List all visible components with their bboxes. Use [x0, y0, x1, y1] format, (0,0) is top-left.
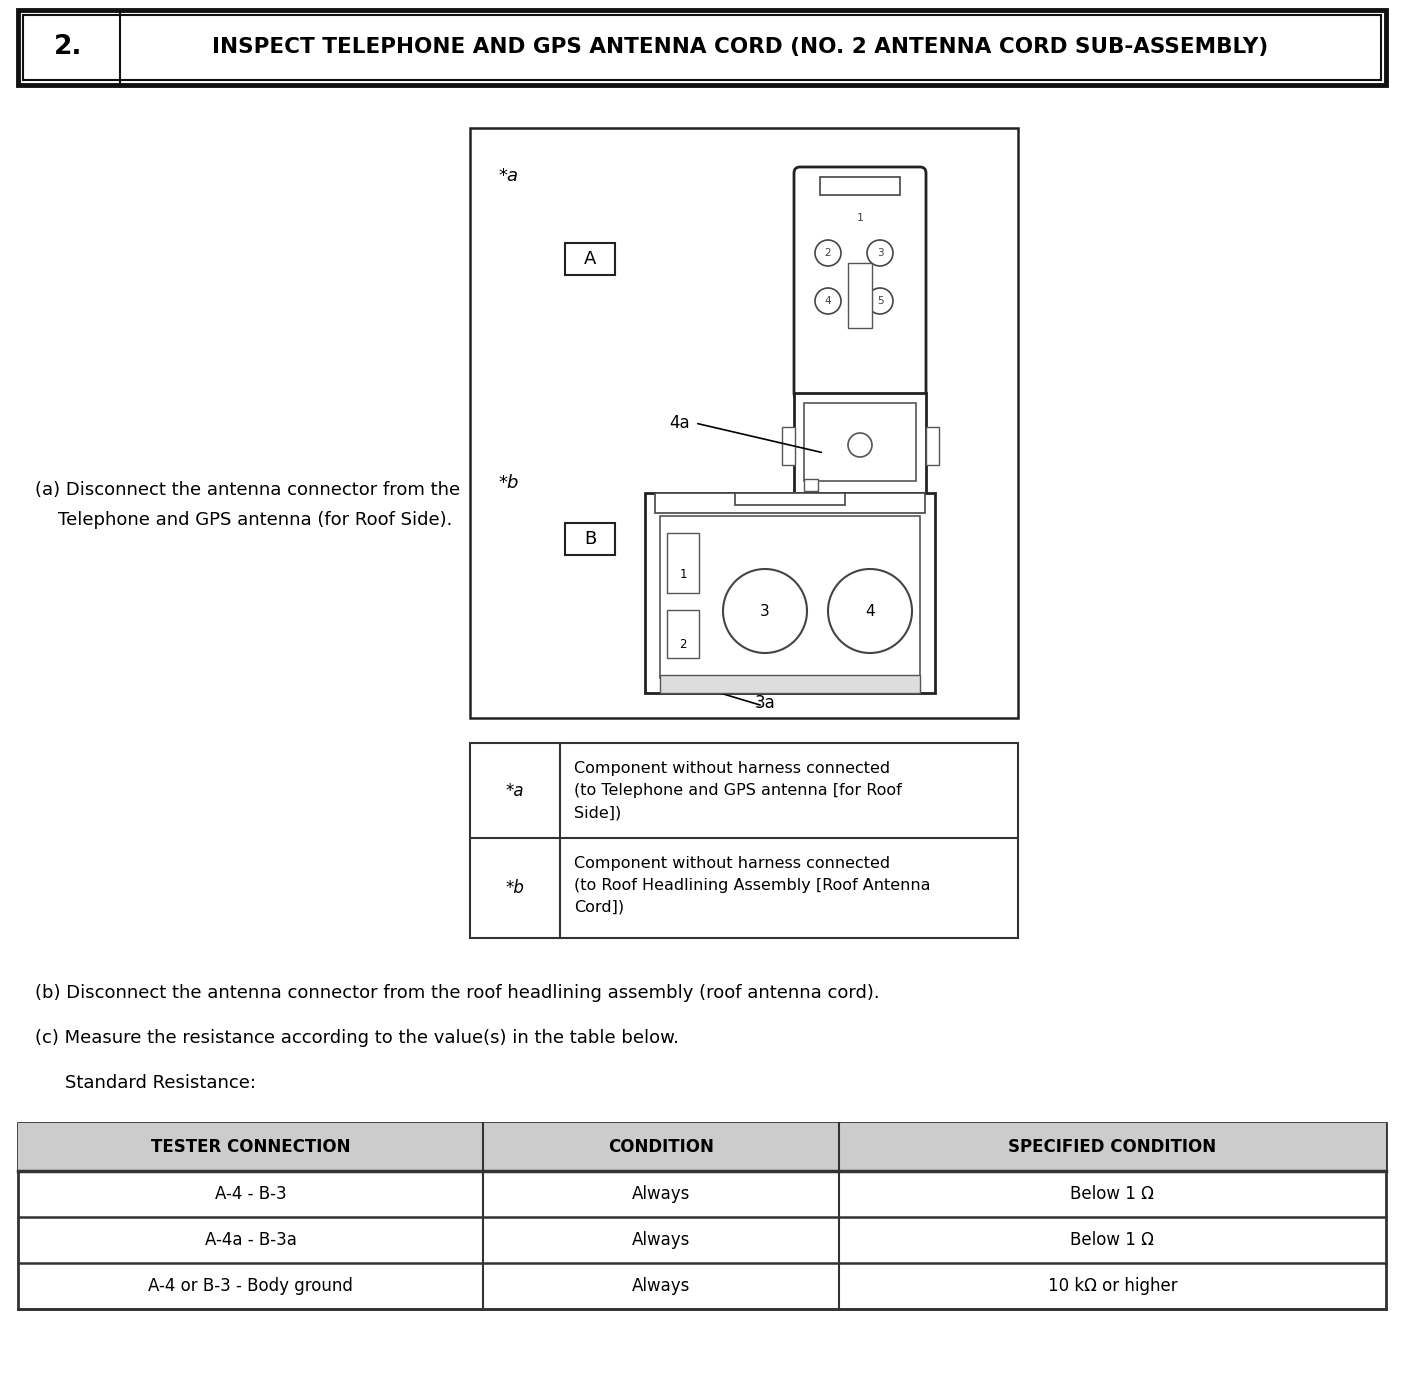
- Text: *a: *a: [498, 168, 518, 185]
- Text: Always: Always: [632, 1231, 691, 1249]
- Bar: [470, 128, 1018, 719]
- Text: Component without harness connected: Component without harness connected: [574, 856, 890, 871]
- Bar: [736, 493, 845, 506]
- Text: 4a: 4a: [670, 414, 689, 431]
- Bar: [564, 523, 615, 555]
- Text: A-4a - B-3a: A-4a - B-3a: [205, 1231, 296, 1249]
- Text: A-4 or B-3 - Body ground: A-4 or B-3 - Body ground: [149, 1276, 352, 1296]
- Text: INSPECT TELEPHONE AND GPS ANTENNA CORD (NO. 2 ANTENNA CORD SUB-ASSEMBLY): INSPECT TELEPHONE AND GPS ANTENNA CORD (…: [212, 37, 1268, 58]
- Text: Always: Always: [632, 1276, 691, 1296]
- Bar: [927, 427, 939, 464]
- Text: A: A: [584, 250, 597, 268]
- Text: 1: 1: [856, 213, 863, 223]
- Text: *b: *b: [498, 474, 518, 492]
- Bar: [782, 427, 795, 464]
- Text: Standard Resistance:: Standard Resistance:: [65, 1074, 256, 1092]
- Bar: [667, 610, 699, 658]
- Text: Always: Always: [632, 1184, 691, 1204]
- Text: *a: *a: [505, 782, 524, 800]
- Circle shape: [868, 240, 893, 267]
- Circle shape: [723, 569, 807, 653]
- Text: SPECIFIED CONDITION: SPECIFIED CONDITION: [1008, 1138, 1216, 1156]
- Text: A-4 - B-3: A-4 - B-3: [215, 1184, 286, 1204]
- Text: 2: 2: [680, 639, 687, 651]
- Bar: [22, 15, 1382, 80]
- Text: Telephone and GPS antenna (for Roof Side).: Telephone and GPS antenna (for Roof Side…: [35, 511, 452, 529]
- Circle shape: [828, 569, 913, 653]
- Text: (b) Disconnect the antenna connector from the roof headlining assembly (roof ant: (b) Disconnect the antenna connector fro…: [35, 984, 880, 1002]
- Text: Side]): Side]): [574, 805, 621, 820]
- Bar: [656, 493, 925, 513]
- Bar: [644, 493, 935, 692]
- Text: 10 kΩ or higher: 10 kΩ or higher: [1047, 1276, 1177, 1296]
- Bar: [564, 243, 615, 275]
- Bar: [470, 743, 1018, 938]
- Bar: [795, 393, 927, 493]
- Text: 2: 2: [824, 247, 831, 258]
- Text: Cord]): Cord]): [574, 900, 625, 915]
- FancyBboxPatch shape: [795, 168, 927, 398]
- Bar: [660, 517, 920, 677]
- Text: 3: 3: [760, 603, 769, 618]
- Text: 4: 4: [865, 603, 875, 618]
- Circle shape: [814, 289, 841, 315]
- Text: B: B: [584, 530, 597, 548]
- Text: (c) Measure the resistance according to the value(s) in the table below.: (c) Measure the resistance according to …: [35, 1029, 680, 1047]
- Bar: [804, 480, 819, 491]
- Text: TESTER CONNECTION: TESTER CONNECTION: [150, 1138, 351, 1156]
- Circle shape: [848, 433, 872, 458]
- Bar: [18, 1123, 1386, 1309]
- Text: (to Telephone and GPS antenna [for Roof: (to Telephone and GPS antenna [for Roof: [574, 783, 901, 798]
- Circle shape: [814, 240, 841, 267]
- Text: 1: 1: [680, 569, 687, 581]
- Text: 3a: 3a: [754, 694, 775, 712]
- Bar: [804, 403, 915, 481]
- Text: 4: 4: [824, 295, 831, 306]
- Bar: [18, 1123, 1386, 1171]
- Bar: [667, 533, 699, 594]
- Bar: [660, 675, 920, 692]
- Text: *b: *b: [505, 879, 525, 897]
- Text: Component without harness connected: Component without harness connected: [574, 761, 890, 776]
- Bar: [18, 10, 1386, 85]
- Bar: [820, 177, 900, 195]
- Text: CONDITION: CONDITION: [608, 1138, 713, 1156]
- Text: 5: 5: [876, 295, 883, 306]
- Text: Below 1 Ω: Below 1 Ω: [1070, 1184, 1154, 1204]
- Text: (to Roof Headlining Assembly [Roof Antenna: (to Roof Headlining Assembly [Roof Anten…: [574, 878, 931, 893]
- Text: Below 1 Ω: Below 1 Ω: [1070, 1231, 1154, 1249]
- Circle shape: [868, 289, 893, 315]
- Text: 2.: 2.: [53, 34, 83, 60]
- Bar: [848, 262, 872, 328]
- Text: 3: 3: [876, 247, 883, 258]
- Text: (a) Disconnect the antenna connector from the: (a) Disconnect the antenna connector fro…: [35, 481, 461, 499]
